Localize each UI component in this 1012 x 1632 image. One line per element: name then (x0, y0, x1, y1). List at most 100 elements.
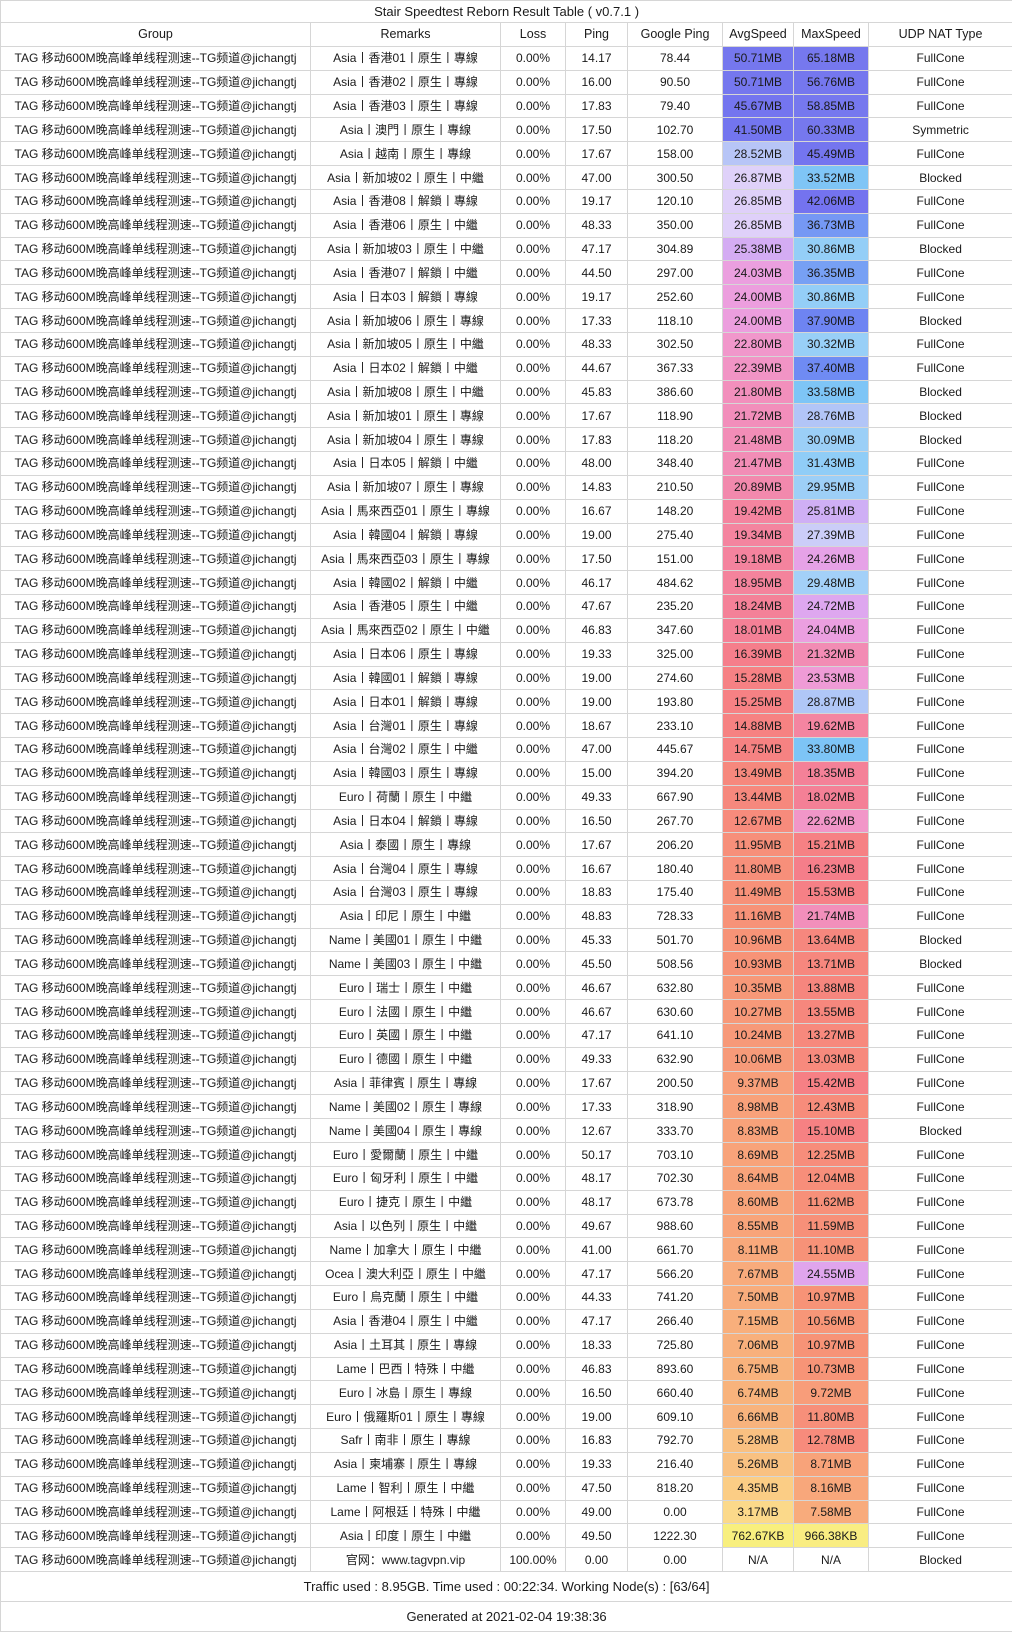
avgspeed-cell: 18.24MB (722, 594, 794, 619)
remarks-cell: Lame丨巴西丨特殊丨中繼 (310, 1356, 501, 1382)
google-ping-cell: 252.60 (627, 284, 723, 310)
google-ping-cell: 266.40 (627, 1308, 723, 1334)
nat-type-cell: FullCone (867, 808, 1012, 834)
remarks-cell: Asia丨新加坡06丨原生丨專線 (310, 308, 501, 333)
nat-type-cell: FullCone (867, 188, 1012, 214)
maxspeed-cell: 25.81MB (793, 498, 869, 524)
maxspeed-cell: 7.58MB (793, 1499, 869, 1525)
table-row: TAG 移动600M晚高峰单线程测速--TG频道@jichangtj Asia丨… (0, 903, 1012, 929)
google-ping-cell: 0.00 (627, 1499, 723, 1525)
avgspeed-cell: 41.50MB (722, 117, 794, 143)
nat-type-cell: FullCone (867, 1380, 1012, 1406)
group-cell: TAG 移动600M晚高峰单线程测速--TG频道@jichangtj (0, 1332, 311, 1358)
avgspeed-cell: 11.49MB (722, 879, 794, 905)
group-cell: TAG 移动600M晚高峰单线程测速--TG频道@jichangtj (0, 617, 311, 643)
loss-cell: 0.00% (500, 522, 566, 548)
group-cell: TAG 移动600M晚高峰单线程测速--TG频道@jichangtj (0, 141, 311, 167)
table-row: TAG 移动600M晚高峰单线程测速--TG频道@jichangtj Euro丨… (0, 999, 1012, 1024)
group-cell: TAG 移动600M晚高峰单线程测速--TG频道@jichangtj (0, 1404, 311, 1430)
avgspeed-cell: 6.75MB (722, 1356, 794, 1382)
loss-cell: 0.00% (500, 641, 566, 667)
remarks-cell: Name丨加拿大丨原生丨中繼 (310, 1237, 501, 1263)
ping-cell: 48.33 (565, 212, 628, 238)
remarks-cell: Euro丨英國丨原生丨中繼 (310, 1022, 501, 1048)
table-row: TAG 移动600M晚高峰单线程测速--TG频道@jichangtj Asia丨… (0, 1451, 1012, 1477)
nat-type-cell: FullCone (867, 1261, 1012, 1287)
maxspeed-cell: 42.06MB (793, 188, 869, 214)
google-ping-cell: 893.60 (627, 1356, 723, 1382)
loss-cell: 0.00% (500, 1308, 566, 1334)
group-cell: TAG 移动600M晚高峰单线程测速--TG频道@jichangtj (0, 594, 311, 619)
ping-cell: 16.83 (565, 1428, 628, 1453)
google-ping-cell: 300.50 (627, 165, 723, 190)
google-ping-cell: 703.10 (627, 1142, 723, 1167)
ping-cell: 17.67 (565, 832, 628, 858)
table-row: TAG 移动600M晚高峰单线程测速--TG频道@jichangtj Euro丨… (0, 1404, 1012, 1430)
remarks-cell: Name丨美國02丨原生丨專線 (310, 1094, 501, 1120)
loss-cell: 0.00% (500, 93, 566, 119)
nat-type-cell: FullCone (867, 737, 1012, 762)
remarks-cell: Asia丨新加坡01丨原生丨專線 (310, 403, 501, 429)
nat-type-cell: FullCone (867, 665, 1012, 691)
loss-cell: 0.00% (500, 1499, 566, 1525)
table-row: TAG 移动600M晚高峰单线程测速--TG频道@jichangtj Asia丨… (0, 93, 1012, 119)
google-ping-cell: 90.50 (627, 69, 723, 95)
nat-type-cell: FullCone (867, 1523, 1012, 1549)
remarks-cell: Euro丨俄羅斯01丨原生丨專線 (310, 1404, 501, 1430)
avgspeed-cell: 7.67MB (722, 1261, 794, 1287)
group-cell: TAG 移动600M晚高峰单线程测速--TG频道@jichangtj (0, 1213, 311, 1239)
remarks-cell: Asia丨新加坡08丨原生丨中繼 (310, 379, 501, 405)
google-ping-cell: 1222.30 (627, 1523, 723, 1549)
maxspeed-cell: 10.73MB (793, 1356, 869, 1382)
maxspeed-cell: 29.95MB (793, 474, 869, 500)
ping-cell: 17.50 (565, 117, 628, 143)
google-ping-cell: 667.90 (627, 784, 723, 810)
loss-cell: 0.00% (500, 665, 566, 691)
google-ping-cell: 318.90 (627, 1094, 723, 1120)
maxspeed-cell: 13.64MB (793, 927, 869, 953)
loss-cell: 0.00% (500, 1189, 566, 1215)
google-ping-cell: 297.00 (627, 260, 723, 286)
avgspeed-cell: 4.35MB (722, 1475, 794, 1501)
loss-cell: 0.00% (500, 1046, 566, 1072)
nat-type-cell: FullCone (867, 784, 1012, 810)
table-row: TAG 移动600M晚高峰单线程测速--TG频道@jichangtj Lame丨… (0, 1499, 1012, 1525)
nat-type-cell: FullCone (867, 260, 1012, 286)
maxspeed-cell: 13.27MB (793, 1022, 869, 1048)
ping-cell: 19.00 (565, 665, 628, 691)
google-ping-cell: 180.40 (627, 856, 723, 881)
group-cell: TAG 移动600M晚高峰单线程测速--TG频道@jichangtj (0, 1094, 311, 1120)
maxspeed-cell: 21.74MB (793, 903, 869, 929)
maxspeed-cell: 37.90MB (793, 308, 869, 333)
table-row: TAG 移动600M晚高峰单线程测速--TG频道@jichangtj Asia丨… (0, 689, 1012, 715)
maxspeed-cell: 13.88MB (793, 975, 869, 1001)
ping-cell: 46.67 (565, 999, 628, 1024)
nat-type-cell: FullCone (867, 570, 1012, 596)
group-cell: TAG 移动600M晚高峰单线程测速--TG频道@jichangtj (0, 856, 311, 881)
group-cell: TAG 移动600M晚高峰单线程测速--TG频道@jichangtj (0, 570, 311, 596)
column-header-google-ping: Google Ping (627, 22, 723, 47)
avgspeed-cell: 18.95MB (722, 570, 794, 596)
table-row: TAG 移动600M晚高峰单线程测速--TG频道@jichangtj Euro丨… (0, 975, 1012, 1001)
group-cell: TAG 移动600M晚高峰单线程测速--TG频道@jichangtj (0, 1165, 311, 1191)
ping-cell: 47.50 (565, 1475, 628, 1501)
nat-type-cell: FullCone (867, 760, 1012, 786)
ping-cell: 48.83 (565, 903, 628, 929)
google-ping-cell: 210.50 (627, 474, 723, 500)
google-ping-cell: 325.00 (627, 641, 723, 667)
table-row: TAG 移动600M晚高峰单线程测速--TG频道@jichangtj Asia丨… (0, 69, 1012, 95)
ping-cell: 19.17 (565, 188, 628, 214)
google-ping-cell: 445.67 (627, 737, 723, 762)
remarks-cell: Asia丨新加坡07丨原生丨專線 (310, 474, 501, 500)
google-ping-cell: 350.00 (627, 212, 723, 238)
loss-cell: 0.00% (500, 689, 566, 715)
ping-cell: 16.50 (565, 1380, 628, 1406)
loss-cell: 0.00% (500, 331, 566, 357)
remarks-cell: Asia丨馬來西亞03丨原生丨專線 (310, 546, 501, 572)
remarks-cell: Asia丨澳門丨原生丨專線 (310, 117, 501, 143)
group-cell: TAG 移动600M晚高峰单线程测速--TG频道@jichangtj (0, 46, 311, 71)
google-ping-cell: 0.00 (627, 1547, 723, 1572)
remarks-cell: Asia丨日本05丨解鎖丨中繼 (310, 451, 501, 476)
loss-cell: 0.00% (500, 165, 566, 190)
maxspeed-cell: 19.62MB (793, 713, 869, 739)
